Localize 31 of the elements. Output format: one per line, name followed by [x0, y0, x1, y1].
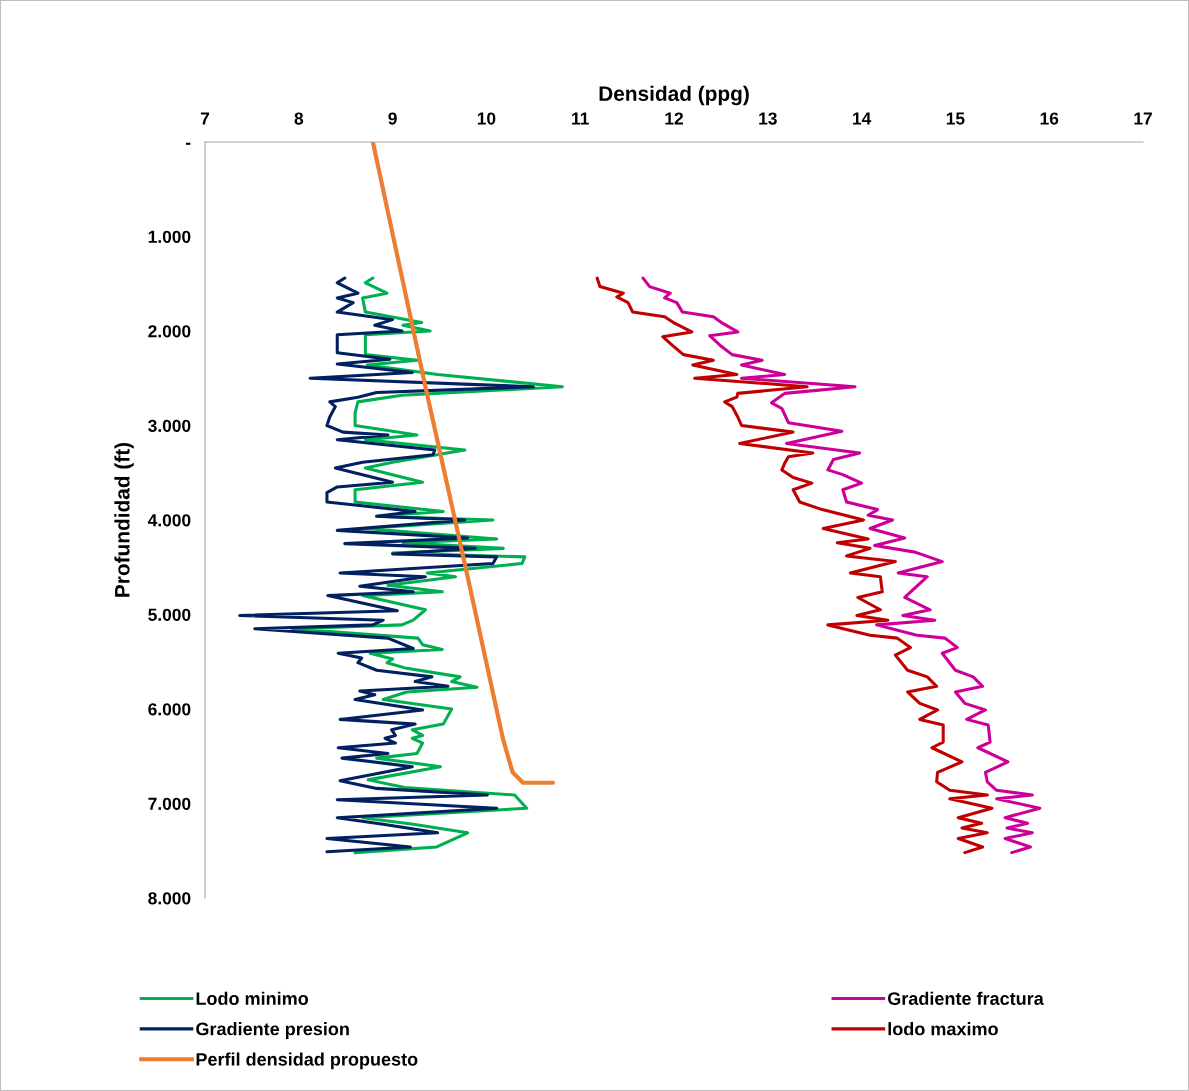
x-tick-label: 11	[572, 112, 589, 125]
y-tick-label: 8.000	[148, 892, 191, 905]
x-tick-label: 15	[946, 112, 965, 125]
y-tick-label: 4.000	[147, 514, 191, 527]
line-series	[238, 276, 535, 854]
x-tick-label: 14	[853, 112, 872, 125]
x-tick-label: 8	[294, 112, 304, 125]
x-tick-label: 7	[200, 112, 210, 125]
line-series	[370, 142, 556, 785]
x-tick-label: 9	[388, 112, 397, 125]
y-tick-label: 5.000	[148, 608, 191, 621]
legend-label: Lodo minimo	[196, 991, 309, 1005]
x-tick-label: 10	[477, 112, 496, 125]
line-series	[641, 276, 1042, 855]
x-tick-label: 12	[665, 112, 683, 125]
x-tick-label: 17	[1134, 112, 1152, 125]
x-axis-title: Densidad (ppg)	[599, 85, 749, 106]
y-axis-title: Profundidad (ft)	[114, 442, 134, 597]
legend-label: lodo maximo	[888, 1022, 998, 1036]
line-series	[595, 276, 994, 855]
y-tick-label: 7.000	[148, 797, 191, 810]
y-tick-label: 1.000	[148, 230, 191, 243]
y-tick-label: -	[186, 142, 191, 145]
y-tick-label: 2.000	[148, 325, 191, 338]
legend-label: Gradiente presion	[196, 1022, 349, 1039]
y-tick-label: 6.000	[148, 703, 191, 716]
legend-label: Perfil densidad propuesto	[196, 1052, 418, 1070]
x-tick-label: 13	[759, 112, 777, 125]
y-tick-label: 3.000	[148, 419, 191, 432]
x-tick-label: 16	[1040, 112, 1059, 125]
legend-label: Gradiente fractura	[887, 991, 1044, 1005]
